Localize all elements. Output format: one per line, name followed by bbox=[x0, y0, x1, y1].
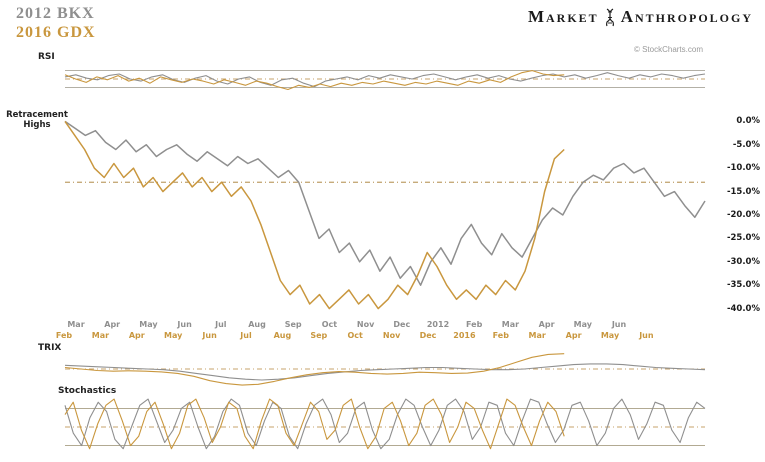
x-axis-label-2012: Sep bbox=[284, 320, 302, 329]
x-axis-label-2012: Apr bbox=[538, 320, 555, 329]
x-axis-label-2012: Feb bbox=[466, 320, 483, 329]
price-plot bbox=[64, 120, 706, 310]
legend: 2012 BKX 2016 GDX bbox=[16, 4, 96, 42]
x-axis-label-2016: May bbox=[164, 331, 183, 340]
2012-bkx-rsi-line bbox=[64, 72, 706, 88]
x-axis-label-2016: Mar bbox=[528, 331, 546, 340]
x-axis-label-2012: May bbox=[573, 320, 592, 329]
x-axis-label-2016: Feb bbox=[492, 331, 509, 340]
x-axis-label-2016: Oct bbox=[347, 331, 363, 340]
trix-panel-label: TRIX bbox=[38, 343, 62, 353]
2016-gdx-trix-line bbox=[64, 353, 565, 386]
x-axis-label-2016: Jun bbox=[639, 331, 654, 340]
x-axis-label-2012: Oct bbox=[321, 320, 338, 329]
x-axis-label-2012: May bbox=[139, 320, 158, 329]
x-axis-label-2012: Jun bbox=[611, 320, 627, 329]
2012-bkx-line bbox=[64, 120, 706, 286]
brand-word-market: Market bbox=[527, 7, 599, 26]
y-tick-label: -10.0% bbox=[726, 163, 760, 174]
dna-icon bbox=[605, 8, 614, 26]
x-axis-label-2012: Nov bbox=[356, 320, 375, 329]
y-tick-label: -25.0% bbox=[726, 233, 760, 244]
brand-word-anthropology: Anthropology bbox=[620, 7, 753, 26]
x-axis-label-2016: May bbox=[600, 331, 620, 340]
legend-2012-bkx: 2012 BKX bbox=[16, 5, 95, 22]
y-tick-label: -20.0% bbox=[726, 210, 760, 220]
stochastics-plot bbox=[64, 398, 706, 450]
x-axis-label-2016: Aug bbox=[273, 331, 292, 340]
x-axis-label-2012: Dec bbox=[393, 320, 411, 329]
2012-bkx-trix-line bbox=[64, 363, 706, 381]
rsi-panel-label: RSI bbox=[38, 52, 55, 62]
2016-gdx-stochastics-line bbox=[64, 398, 565, 450]
x-axis-label-2016: Feb bbox=[55, 331, 73, 340]
x-axis-label-2016: Nov bbox=[382, 331, 401, 340]
x-axis-label-2016: Apr bbox=[565, 331, 582, 340]
y-tick-label: -35.0% bbox=[726, 280, 760, 291]
legend-2016-gdx: 2016 GDX bbox=[16, 24, 96, 41]
x-axis-label-2012: Jul bbox=[215, 320, 227, 329]
x-axis-label-2016: Dec bbox=[419, 331, 437, 340]
x-axis-label-2012: Mar bbox=[67, 320, 85, 329]
trix-plot bbox=[64, 353, 706, 386]
x-axis-label-2016: Jul bbox=[240, 331, 252, 340]
stochastics-panel-label: Stochastics bbox=[58, 386, 117, 396]
x-axis-label-2016: 2016 bbox=[453, 331, 476, 340]
brand-logo: Market Anthropology bbox=[528, 7, 753, 27]
x-axis-label-2012: Aug bbox=[248, 320, 266, 329]
y-tick-label: -15.0% bbox=[726, 186, 760, 197]
x-axis-label-2012: 2012 bbox=[426, 320, 450, 329]
price-panel-label: Retracement Highs bbox=[6, 110, 68, 130]
y-tick-label: -40.0% bbox=[726, 303, 760, 314]
x-axis-label-2016: Sep bbox=[310, 331, 328, 340]
stockcharts-credit: © StockCharts.com bbox=[633, 45, 703, 54]
x-axis-label-2016: Apr bbox=[128, 331, 145, 340]
x-axis-label-2016: Jun bbox=[202, 331, 217, 340]
x-axis-label-2012: Jun bbox=[177, 320, 192, 329]
x-axis-label-2012: Mar bbox=[501, 320, 520, 329]
rsi-plot bbox=[64, 70, 706, 91]
y-tick-label: 0.0% bbox=[736, 116, 760, 127]
y-tick-label: -30.0% bbox=[726, 256, 760, 267]
2012-bkx-stochastics-line bbox=[64, 398, 706, 450]
y-tick-label: -5.0% bbox=[732, 139, 760, 150]
2016-gdx-rsi-line bbox=[64, 70, 565, 91]
x-axis-label-2016: Mar bbox=[91, 331, 110, 340]
x-axis-label-2012: Apr bbox=[104, 320, 121, 329]
2016-gdx-line bbox=[64, 120, 565, 310]
